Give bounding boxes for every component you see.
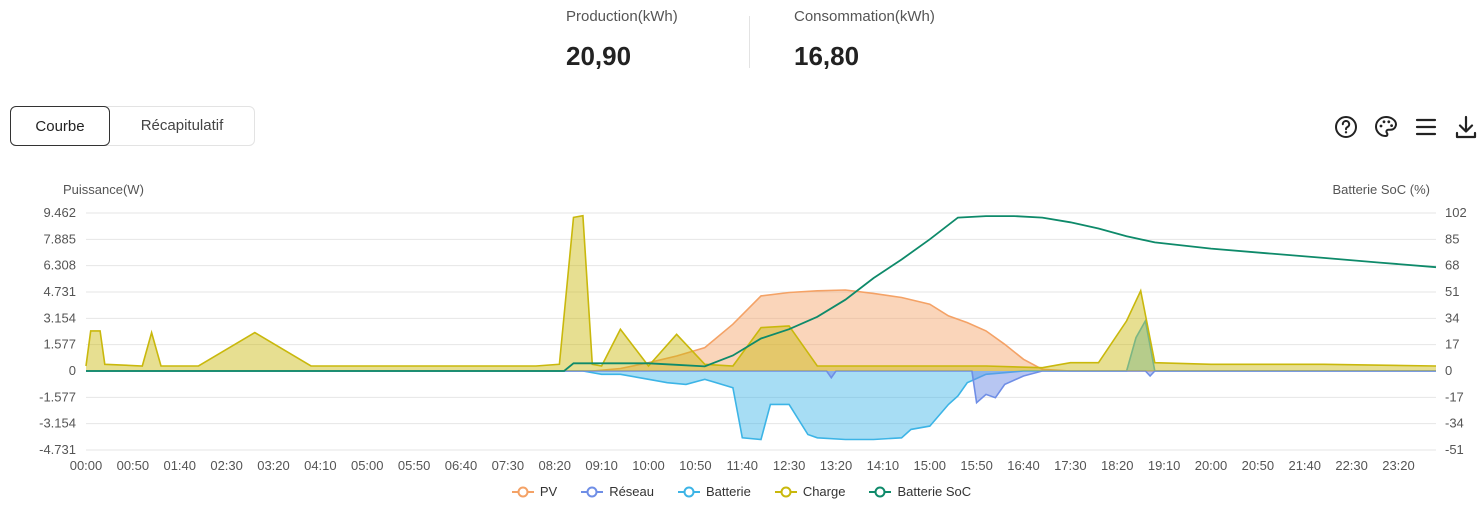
consumption-stat: Consommation(kWh) 16,80 [794, 8, 935, 72]
chart-toolbar [1333, 114, 1479, 140]
x-tick: 20:50 [1242, 458, 1275, 470]
y-axis-left-title: Puissance(W) [63, 182, 144, 197]
legend-label-batterie-soc: Batterie SoC [897, 484, 972, 499]
y-tick-right: 34 [1445, 310, 1459, 325]
legend-item-batterie[interactable]: Batterie [678, 484, 751, 499]
legend-item-pv[interactable]: PV [511, 484, 558, 499]
x-tick: 18:20 [1101, 458, 1134, 470]
stat-divider [749, 16, 750, 68]
palette-icon[interactable] [1373, 114, 1399, 140]
legend-item-reseau[interactable]: Réseau [581, 484, 654, 499]
x-tick: 02:30 [210, 458, 243, 470]
x-tick: 17:30 [1054, 458, 1087, 470]
x-tick: 16:40 [1007, 458, 1040, 470]
y-tick-left: -4.731 [39, 442, 76, 457]
legend-label-reseau: Réseau [609, 484, 654, 499]
y-tick-left: 4.731 [43, 284, 76, 299]
series-line-batterie-soc [86, 215, 1437, 372]
x-tick: 15:50 [960, 458, 993, 470]
menu-icon[interactable] [1413, 114, 1439, 140]
x-tick: 12:30 [773, 458, 806, 470]
x-tick: 00:00 [70, 458, 103, 470]
series-area-charge [86, 215, 1436, 371]
x-tick: 05:50 [398, 458, 431, 470]
y-tick-right: -17 [1445, 389, 1464, 404]
view-tabs: Courbe Récapitulatif [10, 106, 255, 146]
download-icon[interactable] [1453, 114, 1479, 140]
y-tick-right: -34 [1445, 416, 1464, 431]
series-line-r-seau [86, 370, 1436, 405]
legend-item-charge[interactable]: Charge [774, 484, 846, 499]
chart-legend: PV Réseau Batterie Charge Batterie SoC [0, 484, 1483, 499]
legend-label-pv: PV [539, 484, 558, 499]
x-tick: 22:30 [1335, 458, 1368, 470]
chart-grid [86, 212, 1436, 451]
x-tick: 04:10 [304, 458, 337, 470]
y-tick-left: 6.308 [43, 258, 76, 273]
help-icon[interactable] [1333, 114, 1359, 140]
tab-courbe[interactable]: Courbe [10, 106, 110, 146]
y-tick-right: 0 [1445, 363, 1452, 378]
series-line-charge [85, 214, 1437, 369]
y-tick-left: 0 [69, 363, 76, 378]
x-tick: 05:00 [351, 458, 384, 470]
legend-item-batterie-soc[interactable]: Batterie SoC [869, 484, 971, 499]
x-tick: 20:00 [1195, 458, 1228, 470]
production-stat: Production(kWh) 20,90 [566, 8, 678, 72]
x-tick: 13:20 [820, 458, 853, 470]
production-label: Production(kWh) [566, 8, 678, 25]
y-tick-left: -3.154 [39, 416, 76, 431]
x-tick: 09:10 [585, 458, 618, 470]
x-tick: 08:20 [538, 458, 571, 470]
x-tick: 03:20 [257, 458, 290, 470]
legend-label-charge: Charge [802, 484, 846, 499]
y-tick-right: 102 [1445, 205, 1467, 220]
y-tick-left: 7.885 [43, 231, 76, 246]
consumption-label: Consommation(kWh) [794, 8, 935, 25]
y-tick-right: -51 [1445, 442, 1464, 457]
y-axis-right: 102 85 68 51 34 17 0 -17 -34 -51 [1445, 205, 1467, 457]
x-tick: 11:40 [726, 458, 758, 470]
x-tick: 15:00 [913, 458, 946, 470]
legend-label-batterie: Batterie [706, 484, 751, 499]
power-chart: Puissance(W) Batterie SoC (%) 9.462 7.885… [39, 182, 1467, 470]
chart-series [85, 214, 1437, 441]
series-line-pv [86, 289, 1436, 372]
x-tick: 21:40 [1288, 458, 1321, 470]
y-tick-right: 51 [1445, 284, 1459, 299]
series-area-pv [86, 290, 1436, 371]
y-tick-left: 3.154 [43, 310, 76, 325]
x-tick: 06:40 [445, 458, 478, 470]
series-area-batterie [86, 320, 1436, 440]
consumption-value: 16,80 [794, 41, 860, 71]
y-tick-right: 85 [1445, 231, 1459, 246]
y-tick-left: 9.462 [43, 205, 76, 220]
x-tick: 07:30 [492, 458, 525, 470]
x-tick: 01:40 [163, 458, 196, 470]
y-tick-left: 1.577 [43, 337, 76, 352]
y-axis-left: 9.462 7.885 6.308 4.731 3.154 1.577 0 -1.577 -3.… [39, 205, 76, 457]
y-tick-right: 68 [1445, 258, 1459, 273]
x-tick: 10:00 [632, 458, 665, 470]
y-tick-right: 17 [1445, 337, 1459, 352]
x-tick: 19:10 [1148, 458, 1181, 470]
y-tick-left: -1.577 [39, 389, 76, 404]
x-tick: 00:50 [117, 458, 150, 470]
x-tick: 23:20 [1382, 458, 1415, 470]
x-tick: 10:50 [679, 458, 712, 470]
tab-recapitulatif[interactable]: Récapitulatif [140, 117, 224, 134]
x-tick: 14:10 [867, 458, 900, 470]
y-axis-right-title: Batterie SoC (%) [1332, 182, 1430, 197]
x-axis: 00:00 00:50 01:40 02:30 03:20 04:10 05:00 05:50… [70, 458, 1415, 470]
production-value: 20,90 [566, 41, 632, 71]
